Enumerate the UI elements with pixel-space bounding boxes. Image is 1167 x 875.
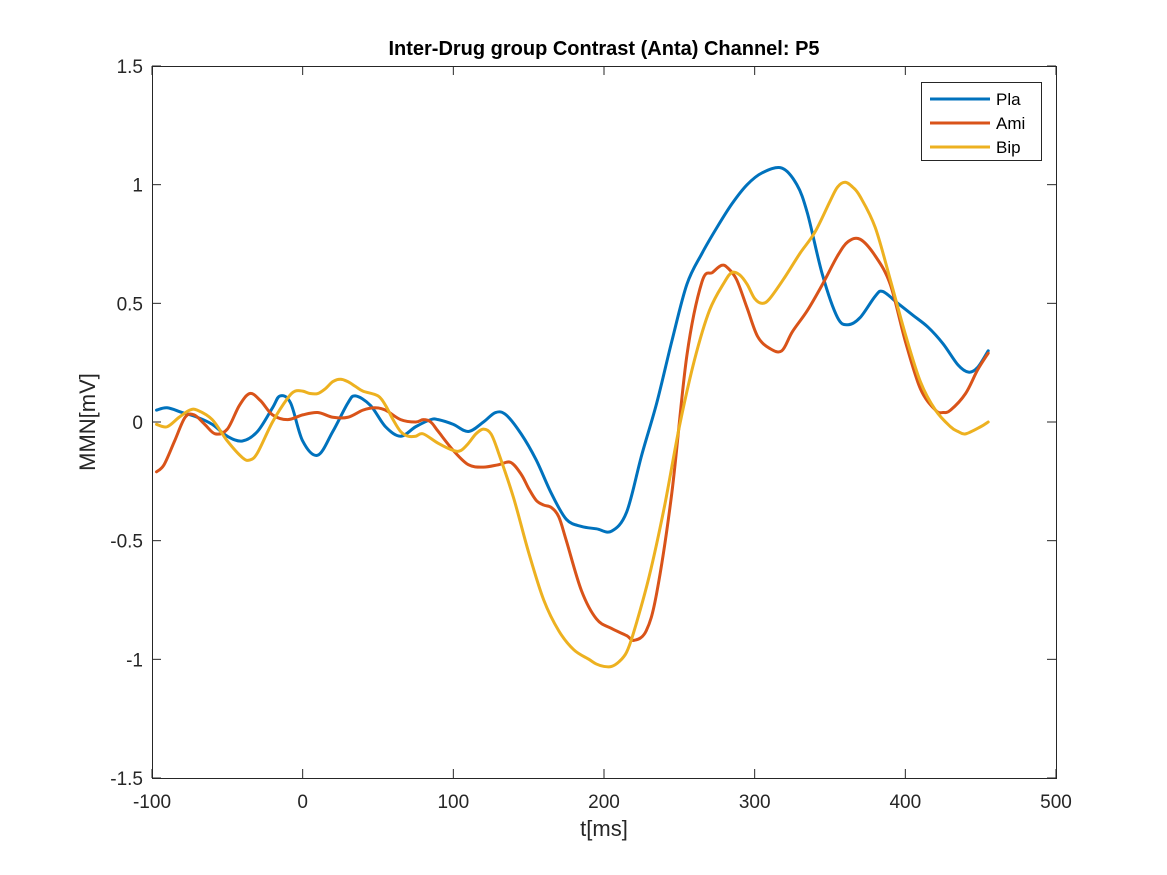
series-line-pla <box>155 166 990 534</box>
chart-title: Inter-Drug group Contrast (Anta) Channel… <box>388 38 819 60</box>
y-tick-label: 0 <box>132 413 143 434</box>
x-tick-label: 300 <box>739 792 771 813</box>
x-tick-label: 500 <box>1040 792 1072 813</box>
x-tick-label: 0 <box>297 792 308 813</box>
series-group <box>155 166 990 669</box>
y-tick-label: -1.5 <box>110 769 143 790</box>
y-tick-label: 1 <box>132 176 143 197</box>
legend-label-pla: Pla <box>996 90 1021 109</box>
y-axis-label: MMN[mV] <box>75 373 100 471</box>
series-line-ami <box>155 236 990 642</box>
legend-label-bip: Bip <box>996 138 1021 157</box>
y-tick-label: 0.5 <box>117 294 143 315</box>
y-tick-label: -1 <box>126 650 143 671</box>
y-tick-label: 1.5 <box>117 57 143 78</box>
x-tick-label: 400 <box>889 792 921 813</box>
y-axis: -1.5 -1 -0.5 0 0.5 1 1.5 <box>110 57 1056 790</box>
series-line-bip <box>155 180 990 669</box>
x-axis-label: t[ms] <box>580 816 628 841</box>
plot-area <box>152 66 1056 778</box>
x-tick-label: 200 <box>588 792 620 813</box>
y-tick-label: -0.5 <box>110 532 143 553</box>
x-axis: -100 0 100 200 300 400 500 <box>133 66 1072 813</box>
legend: Pla Ami Bip <box>921 82 1042 161</box>
legend-label-ami: Ami <box>996 114 1025 133</box>
x-tick-label: -100 <box>133 792 171 813</box>
x-tick-label: 100 <box>437 792 469 813</box>
